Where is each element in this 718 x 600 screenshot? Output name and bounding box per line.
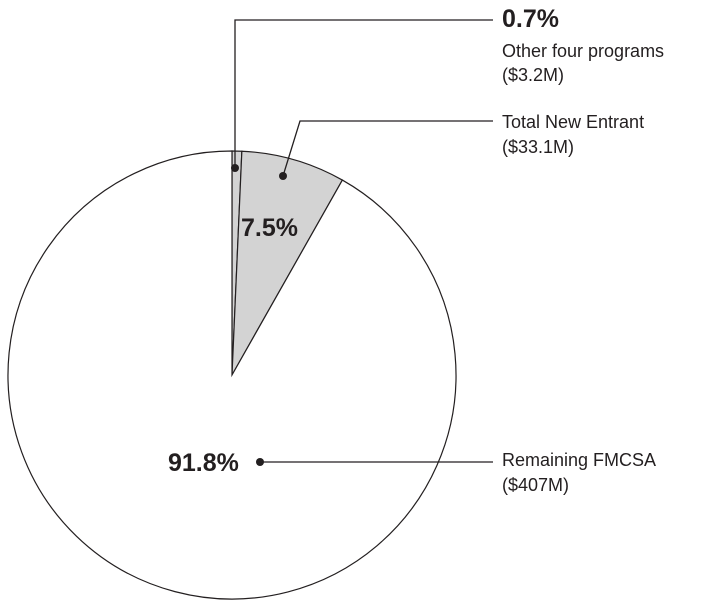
name-label-other-four-programs: Other four programs xyxy=(502,41,664,61)
leader-dot-other-four-programs xyxy=(231,164,239,172)
percent-label-other-four-programs: 0.7% xyxy=(502,5,559,33)
leader-dot-remaining-fmcsa xyxy=(256,458,264,466)
amount-label-other-four-programs: ($3.2M) xyxy=(502,65,564,85)
leader-line-total-new-entrant xyxy=(282,120,493,177)
name-label-remaining-fmcsa: Remaining FMCSA xyxy=(502,450,656,470)
callout-other-four-programs: 0.7% Other four programs ($3.2M) xyxy=(231,5,664,172)
leader-dot-total-new-entrant xyxy=(279,172,287,180)
percent-label-remaining-fmcsa: 91.8% xyxy=(168,449,239,477)
pie-slice-total-new-entrant xyxy=(231,150,344,376)
callout-total-new-entrant: 7.5% Total New Entrant ($33.1M) xyxy=(241,112,644,242)
amount-label-remaining-fmcsa: ($407M) xyxy=(502,475,569,495)
percent-label-total-new-entrant: 7.5% xyxy=(241,214,298,242)
name-label-total-new-entrant: Total New Entrant xyxy=(502,112,644,132)
pie-slice-remaining-fmcsa xyxy=(7,150,457,600)
leader-line-other-four-programs xyxy=(234,19,493,168)
amount-label-total-new-entrant: ($33.1M) xyxy=(502,137,574,157)
callout-remaining-fmcsa: 91.8% Remaining FMCSA ($407M) xyxy=(168,449,656,495)
pie-slices xyxy=(7,150,457,600)
